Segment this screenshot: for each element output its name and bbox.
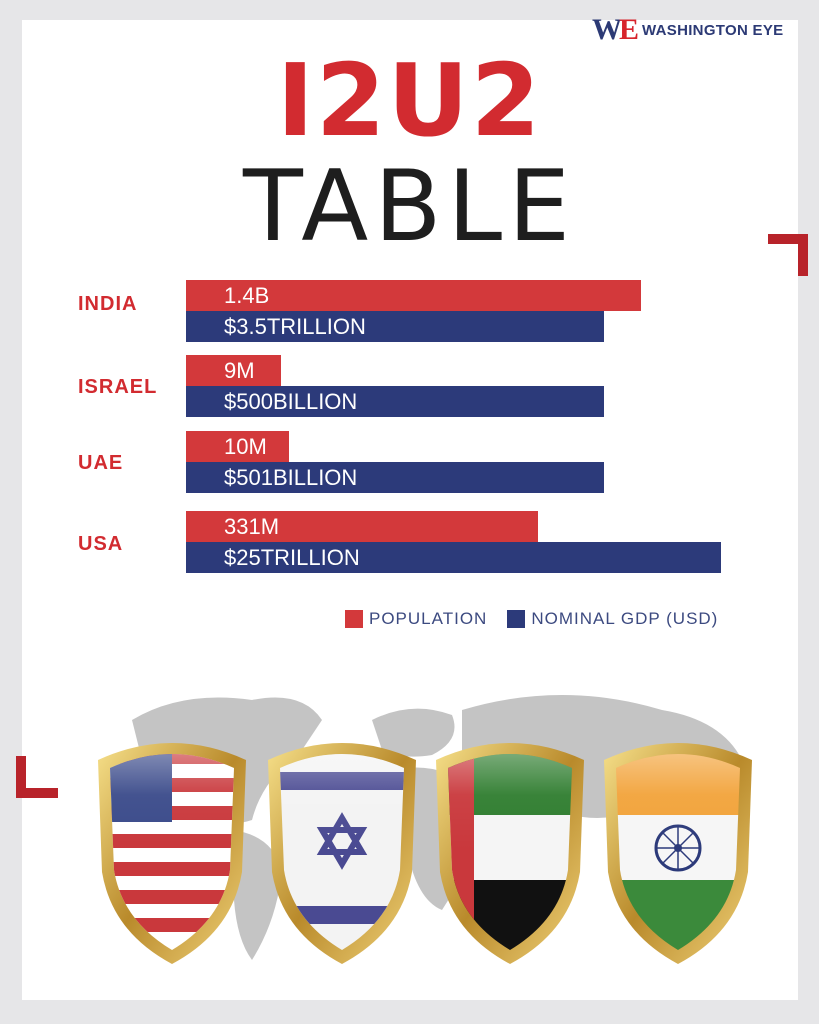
category-label-india: INDIA xyxy=(78,293,138,315)
legend-item-population: POPULATION xyxy=(345,609,487,629)
corner-accent-top-right xyxy=(768,234,808,276)
gdp-bar-israel: $500BILLION xyxy=(186,386,604,417)
category-label-uae: UAE xyxy=(78,452,124,474)
legend-label-population: POPULATION xyxy=(369,609,488,628)
corner-accent-bottom-left xyxy=(16,756,58,798)
gdp-bar-uae: $501BILLION xyxy=(186,462,604,493)
uae-flag-shield xyxy=(436,743,584,964)
page-subtitle: TABLE xyxy=(242,150,577,264)
gdp-bar-usa: $25TRILLION xyxy=(186,542,721,573)
india-flag-shield xyxy=(604,743,752,964)
category-label-israel: ISRAEL xyxy=(78,376,158,398)
usa-flag-shield xyxy=(98,743,246,964)
population-bar-usa: 331M xyxy=(186,511,538,542)
legend-swatch-population xyxy=(345,610,363,628)
population-bar-india: 1.4B xyxy=(186,280,641,311)
washington-eye-logo: WE WASHINGTON EYE xyxy=(592,14,783,46)
legend-item-gdp: NOMINAL GDP (USD) xyxy=(507,609,718,629)
legend-label-gdp: NOMINAL GDP (USD) xyxy=(531,609,719,628)
logo-text: WASHINGTON EYE xyxy=(642,21,784,39)
category-label-usa: USA xyxy=(78,533,124,555)
israel-flag-shield xyxy=(268,743,416,964)
chart-legend: POPULATION NOMINAL GDP (USD) xyxy=(345,609,738,629)
flag-shields-illustration xyxy=(98,695,752,964)
logo-mark: WE xyxy=(592,13,639,46)
gdp-bar-india: $3.5TRILLION xyxy=(186,311,604,342)
page-title: I2U2 xyxy=(276,42,543,159)
legend-swatch-gdp xyxy=(507,610,526,628)
population-bar-uae: 10M xyxy=(186,431,289,462)
population-bar-israel: 9M xyxy=(186,355,281,386)
